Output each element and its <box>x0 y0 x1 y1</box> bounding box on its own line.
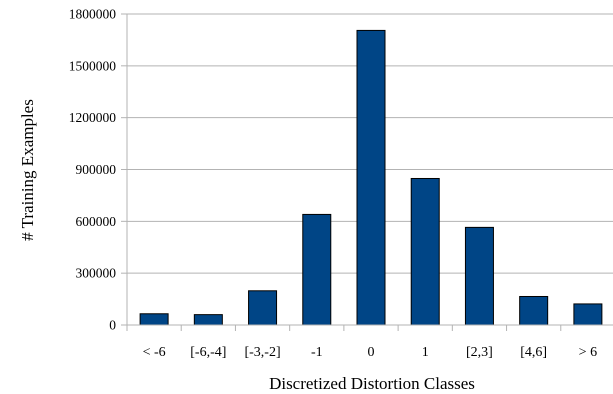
x-category-label: [2,3] <box>466 345 493 360</box>
y-tick-label: 1500000 <box>69 58 117 73</box>
y-tick-label: 300000 <box>76 266 117 281</box>
bar <box>464 226 494 326</box>
bar <box>410 177 440 326</box>
x-category-label: [4,6] <box>520 345 547 360</box>
axes <box>121 13 613 331</box>
x-category-label: 1 <box>422 345 429 360</box>
y-tick-label: 900000 <box>76 162 117 177</box>
bar <box>302 213 332 326</box>
y-tick-labels: 0 300000 600000 900000 1200000 1500000 1800000 <box>69 7 117 333</box>
x-category-label: [-6,-4] <box>190 345 226 360</box>
x-category-label: 0 <box>368 345 375 360</box>
x-category-label: [-3,-2] <box>244 345 280 360</box>
y-axis-title: # Training Examples <box>18 99 37 241</box>
bar <box>139 313 169 326</box>
bar <box>519 295 549 326</box>
bar <box>193 314 223 326</box>
bar <box>248 290 278 326</box>
x-category-label: < -6 <box>143 345 166 360</box>
x-category-label: -1 <box>311 345 323 360</box>
y-tick-label: 1200000 <box>69 110 117 125</box>
x-axis-title: Discretized Distortion Classes <box>269 374 475 393</box>
bar <box>356 29 386 326</box>
bar <box>573 303 603 326</box>
y-tick-label: 600000 <box>76 214 117 229</box>
x-category-label: > 6 <box>579 345 597 360</box>
bars <box>139 29 603 326</box>
y-tick-label: 0 <box>109 318 116 333</box>
y-tick-label: 1800000 <box>69 7 117 22</box>
x-category-labels: < -6 [-6,-4] [-3,-2] -1 0 1 [2,3] [4,6] > 6 <box>143 345 598 360</box>
